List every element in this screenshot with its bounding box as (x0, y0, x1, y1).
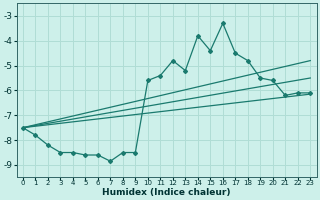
X-axis label: Humidex (Indice chaleur): Humidex (Indice chaleur) (102, 188, 231, 197)
